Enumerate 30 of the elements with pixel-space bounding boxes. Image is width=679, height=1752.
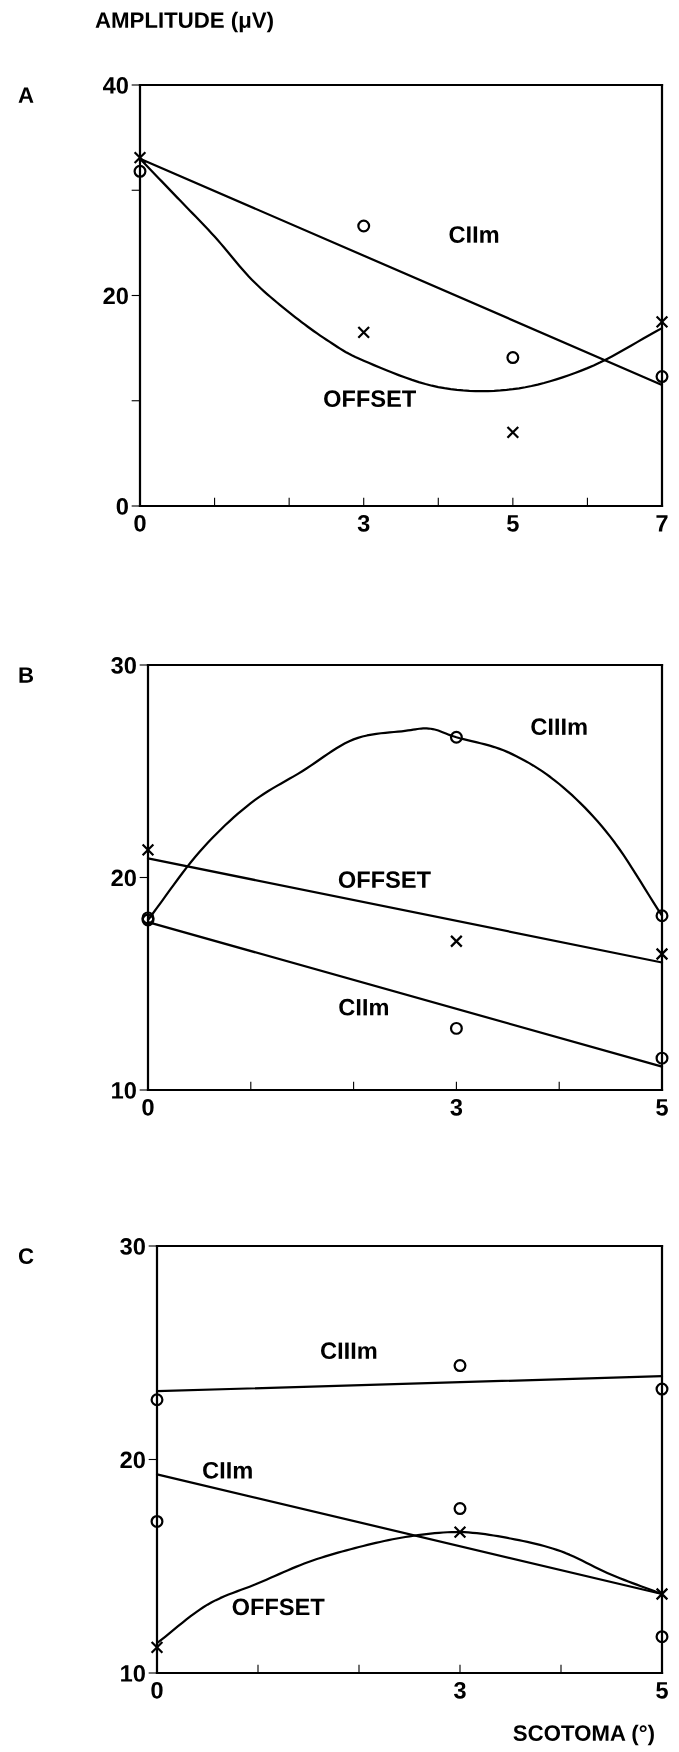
chart-title: C (18, 1248, 34, 1264)
chart-title: B (19, 667, 34, 683)
y-tick-label: 20 (103, 287, 128, 305)
series-label: CIIIm (321, 1342, 377, 1360)
series-label: OFFSET (324, 390, 416, 408)
y-tick-label: 10 (112, 1082, 136, 1099)
y-tick-label: 0 (116, 498, 128, 515)
y-axis-title: AMPLITUDE (μV) (95, 11, 273, 33)
series-label: OFFSET (232, 1598, 325, 1616)
y-tick-label: 20 (111, 869, 136, 887)
series-label: CIIIm (531, 718, 587, 736)
x-tick-label: 5 (656, 1682, 668, 1699)
x-tick-label: 3 (450, 1098, 463, 1116)
series-label: CIIm (449, 226, 499, 243)
y-tick-label: 20 (120, 1451, 145, 1469)
x-tick-label: 0 (151, 1681, 163, 1699)
x-axis-title: SCOTOMA (°) (513, 1724, 654, 1746)
series-label: OFFSET (338, 871, 431, 889)
x-tick-label: 3 (357, 514, 370, 532)
series-label: CIIm (203, 1461, 252, 1479)
x-tick-label: 7 (656, 515, 668, 532)
y-tick-label: 10 (121, 1665, 145, 1682)
x-tick-label: 5 (507, 515, 519, 532)
y-tick-label: 30 (111, 657, 136, 674)
y-tick-label: 30 (120, 1238, 145, 1255)
x-tick-label: 5 (656, 1099, 668, 1116)
y-tick-label: 40 (102, 77, 128, 94)
chart-title: A (18, 87, 34, 103)
series-label: CIIm (339, 998, 388, 1016)
x-tick-label: 3 (453, 1681, 466, 1699)
